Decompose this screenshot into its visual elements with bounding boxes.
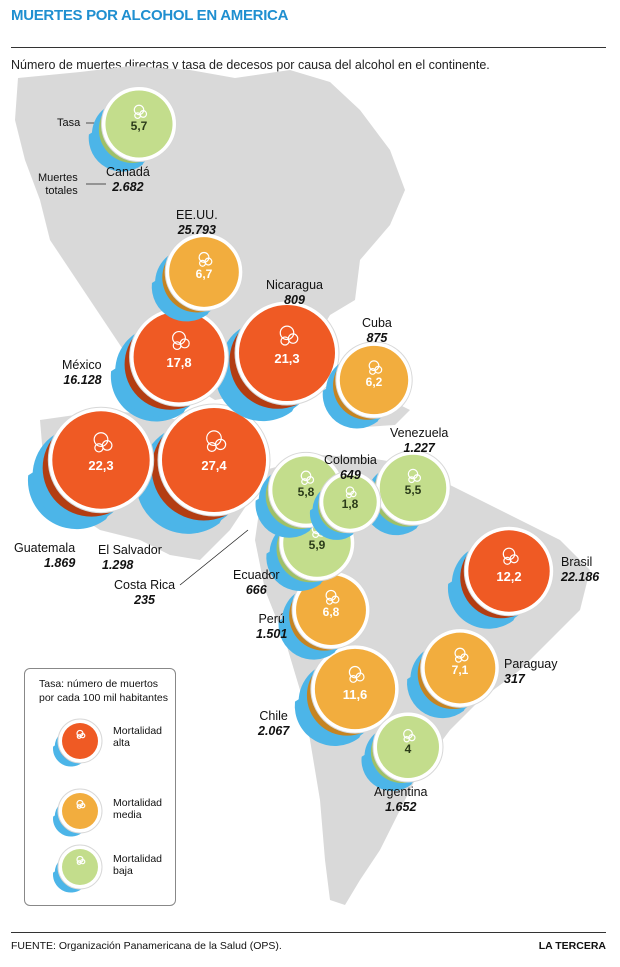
leader-costa-rica <box>179 529 249 586</box>
bubble-canad-: 5,7 <box>88 85 178 172</box>
bubble-rate: 12,2 <box>496 569 521 584</box>
drops-icon <box>198 251 213 267</box>
legend-box: Tasa: número de muertos por cada 100 mil… <box>24 668 176 906</box>
annotation-muertes-totales: Muertes totales <box>38 172 78 197</box>
bubble-face <box>239 305 335 401</box>
drops-icon <box>368 360 383 375</box>
bubble-rate: 6,8 <box>323 605 340 619</box>
bubble-brasil: 12,2 <box>447 525 555 629</box>
bubble-face <box>62 849 98 885</box>
bubble-rate: 11,6 <box>343 687 368 702</box>
bubble-rate: 4 <box>405 742 412 756</box>
legend-swatches <box>52 718 103 893</box>
bubble-nicaragua: 21,3 <box>214 300 340 422</box>
source-note: FUENTE: Organización Panamericana de la … <box>11 940 282 952</box>
bubble-face <box>52 411 150 509</box>
bubble-guatemala: 22,3 <box>27 406 155 530</box>
bubble-ee-uu-: 6,7 <box>151 232 244 322</box>
drops-icon <box>93 432 113 453</box>
brand-logo: LA TERCERA <box>538 940 606 952</box>
legend-item-baja: Mortalidad baja <box>113 853 163 877</box>
bottom-divider <box>11 932 606 933</box>
label-costa-rica: Costa Rica 235 <box>114 578 176 607</box>
legend-title: Tasa: número de muertos por cada 100 mil… <box>39 678 168 704</box>
label-nicaragua: Nicaragua 809 <box>266 278 323 307</box>
bubble-rate: 7,1 <box>452 663 469 677</box>
legend-item-alta: Mortalidad alta <box>113 725 163 749</box>
bubble-face <box>133 311 225 403</box>
label-el-salvador: El Salvador 1.298 <box>98 543 162 572</box>
bubble-rate: 1,8 <box>342 497 359 511</box>
label-cuba: Cuba 875 <box>362 316 392 345</box>
bubble-chile: 11,6 <box>294 644 400 746</box>
label-guatemala: Guatemala 1.869 <box>14 541 76 570</box>
bubble-face <box>62 723 98 759</box>
label-paraguay: Paraguay 317 <box>504 657 558 686</box>
drops-icon <box>76 855 86 865</box>
bubble-rate: 5,9 <box>309 538 326 552</box>
bubble-face <box>314 648 396 730</box>
bubble-rate: 5,5 <box>405 483 422 497</box>
bubble-rate: 5,7 <box>131 119 148 133</box>
drops-icon <box>348 665 365 683</box>
drops-icon <box>454 647 469 663</box>
bubble-m-xico: 17,8 <box>110 307 229 422</box>
bubble-rate: 22,3 <box>88 458 113 473</box>
drops-icon <box>206 430 227 452</box>
label-mexico: México 16.128 <box>62 358 102 387</box>
bubble-rate: 21,3 <box>274 351 299 366</box>
label-brasil: Brasil 22.186 <box>561 555 600 584</box>
legend-swatch-alta <box>52 718 103 767</box>
bubble-cuba: 6,2 <box>322 341 413 429</box>
bubble-per-: 6,8 <box>278 570 371 660</box>
bubble-face <box>339 345 409 415</box>
bubble-rate: 27,4 <box>201 458 227 473</box>
label-argentina: Argentina 1.652 <box>374 785 428 814</box>
legend-swatch-media <box>52 788 103 837</box>
annotation-tasa: Tasa <box>57 117 81 129</box>
bubble-el-salvador: 27,4 <box>135 403 271 534</box>
bubble-rate: 6,7 <box>196 267 213 281</box>
label-venezuela: Venezuela 1.227 <box>390 426 449 455</box>
drops-icon <box>76 799 86 809</box>
bubble-face <box>169 237 239 307</box>
drops-icon <box>403 729 416 743</box>
bubble-face <box>323 475 377 529</box>
drops-icon <box>325 589 340 605</box>
bubble-rate: 17,8 <box>166 355 191 370</box>
label-colombia: Colombia 649 <box>324 453 377 482</box>
bubble-face <box>296 575 366 645</box>
bubble-face <box>62 793 98 829</box>
bubble-face <box>105 90 173 158</box>
bubble-face <box>377 716 439 778</box>
bubble-face <box>161 407 267 513</box>
drops-icon <box>407 468 422 484</box>
label-ecuador: Ecuador 666 <box>233 568 280 597</box>
legend-item-media: Mortalidad media <box>113 797 163 821</box>
label-peru: Perú 1.501 <box>256 612 288 641</box>
bubble-face <box>379 454 447 522</box>
drops-icon <box>345 486 357 499</box>
bubble-rate: 5,8 <box>298 485 315 499</box>
legend-swatch-baja <box>52 844 103 893</box>
label-canada: Canadá 2.682 <box>106 165 150 194</box>
drops-icon <box>133 104 148 120</box>
drops-icon <box>76 729 86 739</box>
drops-icon <box>279 325 299 346</box>
bubble-colombia: 1,8 <box>309 470 382 540</box>
label-eeuu: EE.UU. 25.793 <box>176 208 218 237</box>
bubble-rate: 6,2 <box>366 375 383 389</box>
bubble-argentina: 4 <box>361 711 444 791</box>
drops-icon <box>300 470 315 486</box>
top-divider <box>11 47 606 48</box>
label-chile: Chile 2.067 <box>258 709 290 738</box>
bubble-paraguay: 7,1 <box>407 628 500 719</box>
bubble-face <box>424 632 496 704</box>
drops-icon <box>172 330 190 351</box>
drops-icon <box>502 547 519 565</box>
page-title: MUERTES POR ALCOHOL EN AMERICA <box>11 7 289 24</box>
country-bubbles: 27,4 22,3 21,3 17,8 12,2 11,6 7,1 6,8 6,7 6,2 5,9 5… <box>27 85 555 791</box>
bubble-face <box>468 530 550 612</box>
